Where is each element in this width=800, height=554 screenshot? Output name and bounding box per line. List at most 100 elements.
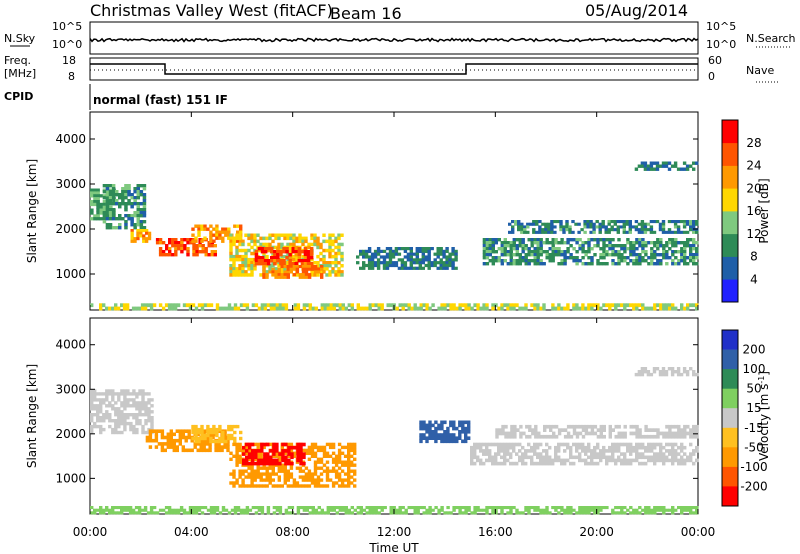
velocity-colorbar-label: Velocity [m s-1] [757,371,772,461]
data-cell [137,508,142,512]
data-cell [431,433,435,437]
data-cell [641,303,645,308]
data-cell [303,259,308,263]
data-cell [90,398,94,402]
data-cell [683,506,687,510]
data-cell [283,478,287,482]
data-cell [518,244,522,248]
data-cell [506,262,510,266]
data-cell [124,196,128,200]
data-cell [256,451,260,455]
data-cell [524,303,528,308]
data-cell [646,370,651,374]
data-cell [452,423,456,428]
data-cell [90,389,94,393]
data-cell [124,184,128,188]
data-cell [427,261,431,265]
data-cell [434,430,438,434]
data-cell [145,231,149,235]
data-cell [157,442,162,446]
data-cell [629,250,633,254]
data-cell [491,508,495,512]
data-cell [503,244,507,248]
data-cell [296,445,300,450]
data-cell [506,303,510,308]
data-cell [551,461,555,466]
data-cell [458,511,462,515]
data-cell [344,511,348,515]
data-cell [272,303,277,308]
data-cell [262,242,266,247]
data-cell [665,455,669,460]
data-cell [470,306,474,311]
data-cell [295,239,299,244]
data-cell [105,398,109,402]
data-cell [285,250,289,254]
data-cell [495,434,499,439]
data-cell [350,303,354,308]
data-cell [259,454,263,458]
data-cell [268,472,272,476]
data-cell [123,407,127,411]
data-cell [180,247,184,251]
data-cell [208,432,212,437]
data-cell [428,426,432,431]
data-cell [128,506,133,510]
data-cell [602,428,606,432]
data-cell [473,455,477,460]
data-cell [479,508,483,512]
data-cell [322,463,327,467]
data-cell [115,217,119,221]
data-cell [227,227,231,231]
data-cell [200,433,204,438]
data-cell [581,241,585,245]
data-cell [458,436,462,440]
data-cell [635,238,639,242]
data-cell [211,435,215,440]
data-cell [143,506,148,510]
data-cell [90,506,94,510]
data-cell [653,244,657,248]
data-cell [602,253,606,257]
data-cell [587,306,591,311]
data-cell [124,214,128,218]
data-cell [294,247,298,251]
data-cell [608,445,612,450]
data-cell [289,472,294,476]
data-cell [253,233,257,237]
data-cell [268,264,272,268]
data-cell [115,226,119,230]
data-cell [147,416,151,420]
data-cell [341,508,345,512]
data-cell [617,253,621,257]
data-cell [578,244,582,248]
data-cell [290,461,294,466]
data-cell [328,454,333,458]
data-cell [135,401,139,405]
data-cell [683,262,687,266]
data-cell [491,303,495,308]
data-cell [689,228,693,232]
data-cell [149,511,154,515]
data-cell [253,484,257,488]
data-cell [695,256,699,260]
data-cell [596,238,600,242]
data-cell [350,460,354,464]
data-cell [337,457,342,461]
data-cell [692,449,696,453]
data-cell [623,256,627,260]
data-cell [443,306,447,311]
data-cell [623,259,627,263]
data-cell [533,259,537,263]
data-cell [268,270,272,274]
data-cell [218,424,222,429]
data-cell [650,442,654,447]
data-cell [446,506,450,510]
data-cell [241,448,245,453]
data-cell [313,484,318,488]
data-cell [599,508,603,512]
colorbar-segment [722,447,738,468]
data-cell [340,264,344,268]
data-cell [437,433,441,437]
data-cell [254,506,259,510]
